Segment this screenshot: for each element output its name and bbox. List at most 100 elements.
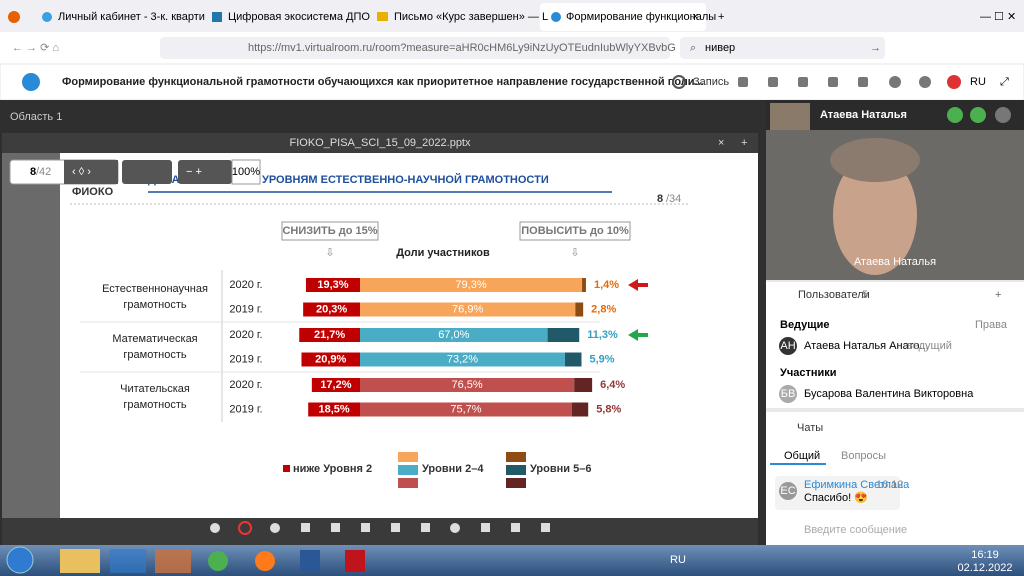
tab-title[interactable]: Цифровая экосистема ДПО — [228, 11, 370, 23]
value-label: 21,7% — [314, 329, 345, 341]
value-label: 11,3% — [587, 329, 618, 341]
bar-high — [574, 378, 593, 392]
host-role: ведущий — [907, 340, 952, 352]
year-label: 2019 г. — [229, 353, 262, 365]
legend-swatch — [398, 478, 418, 488]
slide-title: УРОВНЯМ ЕСТЕСТВЕННО-НАУЧНОЙ ГРАМОТНОСТИ — [262, 173, 549, 186]
clock-time: 16:19 — [971, 549, 999, 561]
fullscreen[interactable]: ⤢ — [1000, 76, 1009, 88]
tray-lang[interactable]: RU — [670, 554, 686, 566]
bar-high — [582, 278, 586, 292]
tab-title[interactable]: Письмо «Курс завершен» — L — [394, 11, 548, 23]
host-name: Атаева Наталья Анато... — [804, 340, 929, 352]
tab-general[interactable]: Общий — [784, 450, 820, 462]
draw-tools[interactable] — [210, 521, 550, 535]
camera[interactable] — [970, 107, 986, 123]
group-label: грамотность — [123, 299, 186, 311]
value-label: 76,5% — [451, 379, 482, 391]
close-doc[interactable]: × — [718, 137, 724, 149]
active-tab[interactable] — [540, 3, 706, 31]
increase-target: ПОВЫСИТЬ до 10% — [521, 225, 629, 237]
message-text: Спасибо! 😍 — [804, 491, 868, 504]
taskbar — [0, 545, 1024, 576]
bar-high — [547, 328, 580, 342]
search-text[interactable]: нивер — [705, 42, 735, 54]
add-user[interactable]: + — [995, 289, 1001, 301]
lang[interactable]: RU — [970, 76, 986, 88]
bar-mid — [360, 402, 572, 417]
legend-swatch — [398, 465, 418, 475]
value-label: 67,0% — [438, 329, 469, 341]
zoom-box[interactable] — [231, 159, 261, 185]
tab-title[interactable]: Личный кабинет - 3-к. кварти — [58, 11, 205, 23]
legend-label: ниже Уровня 2 — [293, 463, 372, 475]
rights: Права — [975, 319, 1008, 331]
settings[interactable] — [995, 107, 1011, 123]
nav-buttons[interactable]: ← → ⟳ ⌂ — [12, 42, 59, 54]
mic[interactable] — [947, 107, 963, 123]
initials: АН — [780, 340, 795, 352]
year-label: 2020 г. — [229, 279, 262, 291]
face — [833, 155, 917, 275]
record-icon[interactable] — [672, 75, 686, 89]
arrow-red — [628, 279, 648, 291]
value-label: 76,9% — [452, 303, 483, 315]
year-label: 2020 г. — [229, 379, 262, 391]
value-label: 5,8% — [596, 403, 621, 415]
window-controls[interactable]: — ☐ ✕ — [980, 11, 1016, 23]
page-number[interactable]: 8 — [30, 166, 36, 178]
value-label: 6,4% — [600, 379, 625, 391]
tab-icon — [42, 12, 52, 22]
close-tab[interactable]: × — [692, 11, 698, 23]
bar-low — [299, 328, 360, 342]
legend-swatch — [398, 452, 418, 462]
avatar — [779, 337, 797, 355]
tab-icon — [551, 12, 561, 22]
go[interactable]: → — [870, 42, 881, 54]
bar-high — [571, 402, 589, 417]
group-label: Естественнонаучная — [102, 283, 208, 295]
group-label: грамотность — [123, 399, 186, 411]
bar-low — [301, 352, 360, 367]
prev-next[interactable]: ‹ ◊ › — [72, 166, 91, 178]
url-field[interactable] — [160, 37, 670, 59]
legend-swatch — [506, 452, 526, 462]
legend-swatch — [506, 478, 526, 488]
page-total: /42 — [36, 166, 51, 178]
chats-title: Чаты — [797, 422, 823, 434]
initials: БВ — [781, 388, 796, 400]
move-tools[interactable] — [122, 160, 172, 184]
hair — [830, 138, 920, 182]
start[interactable] — [6, 546, 34, 574]
chat-input[interactable]: Введите сообщение — [804, 524, 907, 536]
bar-low — [308, 402, 360, 417]
value-label: 2,8% — [591, 303, 616, 315]
tab-questions[interactable]: Вопросы — [841, 450, 886, 462]
down-arrow: ⇩ — [325, 247, 334, 259]
page-nav[interactable] — [64, 160, 118, 184]
tab-icon — [377, 12, 388, 21]
legend-label: Уровни 2–4 — [422, 463, 484, 475]
zoom-buttons[interactable]: − + — [186, 166, 202, 178]
value-label: 75,7% — [450, 403, 481, 415]
bar-high — [564, 352, 582, 367]
legend-swatch — [283, 465, 290, 472]
arrow-green — [628, 329, 648, 341]
doc-header — [2, 133, 758, 153]
tab-title[interactable]: Формирование функционалы — [566, 11, 716, 23]
zoom-tools[interactable] — [178, 160, 232, 184]
meeting-title: Формирование функциональной грамотности … — [62, 76, 704, 88]
value-label: 20,9% — [315, 353, 346, 365]
increase-box — [519, 221, 631, 241]
legend-label: Уровни 5–6 — [530, 463, 591, 475]
value-label: 17,2% — [320, 379, 351, 391]
search-field[interactable] — [680, 37, 885, 59]
tab-icon — [212, 12, 222, 22]
taskbar-apps[interactable] — [60, 549, 365, 573]
add-doc[interactable]: + — [741, 137, 747, 149]
record[interactable]: Запись — [693, 76, 729, 88]
url[interactable]: https://mv1.virtualroom.ru/room?measure=… — [248, 42, 676, 54]
thumbnail — [770, 103, 810, 130]
participant-name: Бусарова Валентина Викторовна — [804, 388, 974, 400]
new-tab[interactable]: + — [718, 11, 724, 23]
